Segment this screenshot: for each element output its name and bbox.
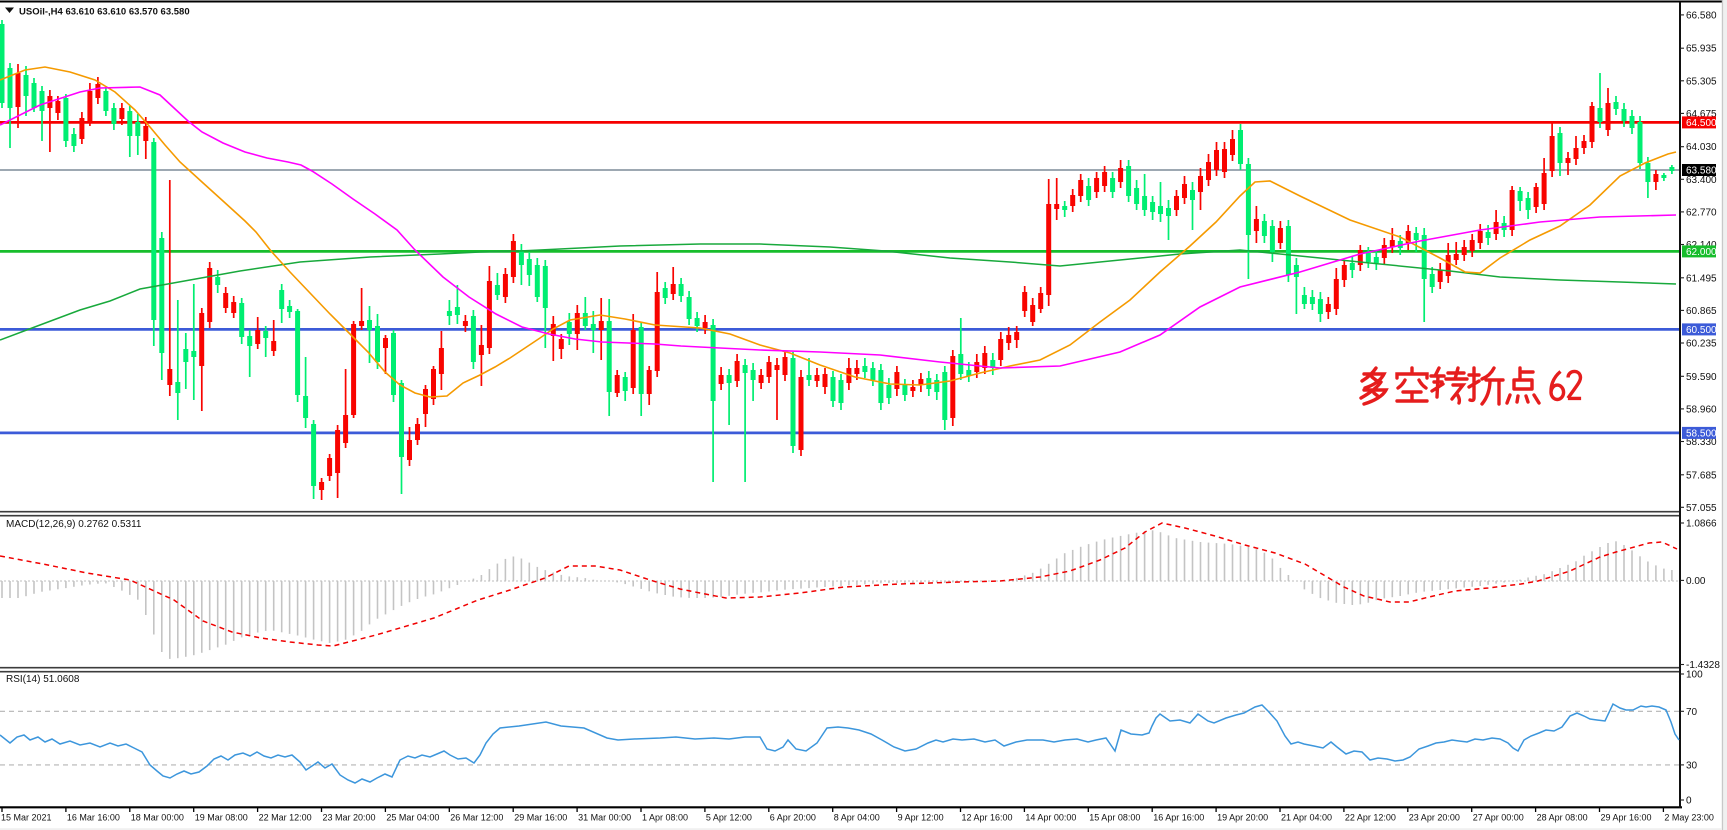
svg-text:57.685: 57.685: [1686, 470, 1717, 481]
svg-text:19 Apr 20:00: 19 Apr 20:00: [1217, 813, 1268, 823]
svg-text:64.675: 64.675: [1686, 109, 1717, 120]
svg-text:58.330: 58.330: [1686, 437, 1717, 448]
svg-text:60.865: 60.865: [1686, 306, 1717, 317]
svg-text:16 Apr 16:00: 16 Apr 16:00: [1153, 813, 1204, 823]
svg-text:16 Mar 16:00: 16 Mar 16:00: [67, 813, 120, 823]
svg-text:66.580: 66.580: [1686, 10, 1717, 21]
svg-text:65.305: 65.305: [1686, 76, 1717, 87]
svg-text:70: 70: [1686, 707, 1698, 718]
svg-text:63.580: 63.580: [1686, 166, 1717, 177]
svg-text:23 Mar 20:00: 23 Mar 20:00: [323, 813, 376, 823]
svg-text:15 Apr 08:00: 15 Apr 08:00: [1089, 813, 1140, 823]
svg-text:22 Mar 12:00: 22 Mar 12:00: [259, 813, 312, 823]
svg-text:9 Apr 12:00: 9 Apr 12:00: [898, 813, 944, 823]
svg-text:12 Apr 16:00: 12 Apr 16:00: [962, 813, 1013, 823]
svg-text:58.960: 58.960: [1686, 404, 1717, 415]
svg-text:15 Mar 2021: 15 Mar 2021: [1, 813, 52, 823]
svg-text:5 Apr 12:00: 5 Apr 12:00: [706, 813, 752, 823]
svg-text:25 Mar 04:00: 25 Mar 04:00: [386, 813, 439, 823]
svg-text:22 Apr 12:00: 22 Apr 12:00: [1345, 813, 1396, 823]
svg-text:61.495: 61.495: [1686, 273, 1717, 284]
svg-text:65.935: 65.935: [1686, 44, 1717, 55]
svg-text:100: 100: [1686, 670, 1703, 681]
svg-text:30: 30: [1686, 760, 1698, 771]
svg-text:27 Apr 00:00: 27 Apr 00:00: [1473, 813, 1524, 823]
svg-text:60.500: 60.500: [1686, 325, 1717, 336]
svg-text:MACD(12,26,9) 0.2762 0.5311: MACD(12,26,9) 0.2762 0.5311: [6, 519, 142, 530]
svg-text:63.400: 63.400: [1686, 175, 1717, 186]
svg-text:1 Apr 08:00: 1 Apr 08:00: [642, 813, 688, 823]
svg-text:RSI(14) 51.0608: RSI(14) 51.0608: [6, 674, 80, 685]
svg-text:-1.4328: -1.4328: [1686, 660, 1720, 671]
svg-text:62.770: 62.770: [1686, 207, 1717, 218]
svg-text:19 Mar 08:00: 19 Mar 08:00: [195, 813, 248, 823]
svg-text:0: 0: [1686, 796, 1692, 807]
svg-text:6 Apr 20:00: 6 Apr 20:00: [770, 813, 816, 823]
svg-text:1.0866: 1.0866: [1686, 519, 1717, 530]
svg-text:26 Mar 12:00: 26 Mar 12:00: [450, 813, 503, 823]
svg-text:0.00: 0.00: [1686, 576, 1706, 587]
svg-text:59.590: 59.590: [1686, 372, 1717, 383]
svg-text:28 Apr 08:00: 28 Apr 08:00: [1537, 813, 1588, 823]
svg-text:60.235: 60.235: [1686, 339, 1717, 350]
svg-text:14 Apr 00:00: 14 Apr 00:00: [1025, 813, 1076, 823]
svg-text:8 Apr 04:00: 8 Apr 04:00: [834, 813, 880, 823]
svg-text:29 Mar 16:00: 29 Mar 16:00: [514, 813, 567, 823]
svg-text:USOil-,H4 63.610 63.610 63.57: USOil-,H4 63.610 63.610 63.570 63.580: [19, 7, 190, 18]
svg-text:31 Mar 00:00: 31 Mar 00:00: [578, 813, 631, 823]
svg-text:23 Apr 20:00: 23 Apr 20:00: [1409, 813, 1460, 823]
svg-text:29 Apr 16:00: 29 Apr 16:00: [1601, 813, 1652, 823]
svg-text:21 Apr 04:00: 21 Apr 04:00: [1281, 813, 1332, 823]
svg-text:64.030: 64.030: [1686, 142, 1717, 153]
svg-text:57.055: 57.055: [1686, 503, 1717, 514]
svg-text:62.000: 62.000: [1686, 247, 1717, 258]
svg-text:2 May 23:00: 2 May 23:00: [1664, 813, 1714, 823]
svg-text:18 Mar 00:00: 18 Mar 00:00: [131, 813, 184, 823]
svg-text:58.500: 58.500: [1686, 428, 1717, 439]
svg-text:64.500: 64.500: [1686, 118, 1717, 129]
